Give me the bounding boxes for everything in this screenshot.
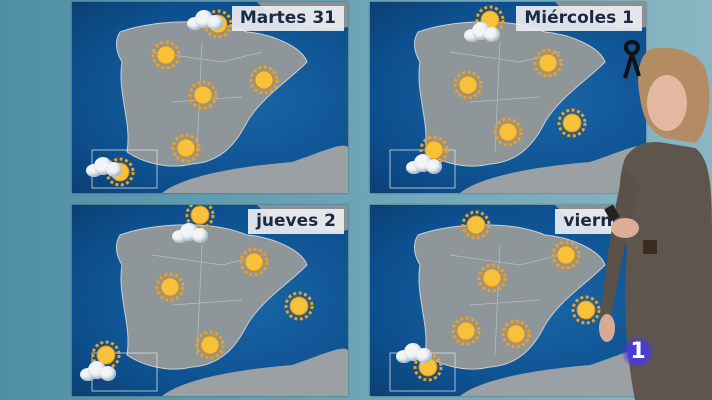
forecast-map-2: Miércoles 1 [370,2,646,193]
sun-icon [185,205,215,230]
sun-icon [501,319,531,349]
forecast-map-4: viernes [370,205,646,396]
cloud-icon [170,222,210,244]
sun-icon [571,295,601,325]
sun-icon [477,263,507,293]
sun-icon [151,40,181,70]
sun-icon [188,80,218,110]
forecast-map-3: jueves 2 [72,205,348,396]
cloud-icon [84,156,124,178]
cloud-icon [394,342,434,364]
presenter [599,48,712,400]
sun-icon [171,133,201,163]
sun-icon [195,330,225,360]
forecast-map-1: Martes 31 [72,2,348,193]
sun-icon [155,272,185,302]
sun-icon [284,291,314,321]
sun-icon [557,108,587,138]
sun-icon [461,210,491,240]
sun-icon [419,135,449,165]
sun-icon [91,340,121,370]
sun-icon [493,117,523,147]
sun-icon [453,70,483,100]
mourning-ribbon-icon [623,40,641,79]
cloud-icon [462,21,502,43]
sun-icon [239,247,269,277]
channel-logo: 1 [621,336,655,368]
day-label: Miércoles 1 [516,6,642,31]
sun-icon [451,316,481,346]
day-label: Martes 31 [231,6,344,31]
day-label: jueves 2 [248,209,344,234]
cloud-icon [78,360,118,382]
sun-icon [551,240,581,270]
sun-icon [249,65,279,95]
cloud-icon [404,153,444,175]
cloud-icon [185,9,225,31]
sun-icon [533,48,563,78]
